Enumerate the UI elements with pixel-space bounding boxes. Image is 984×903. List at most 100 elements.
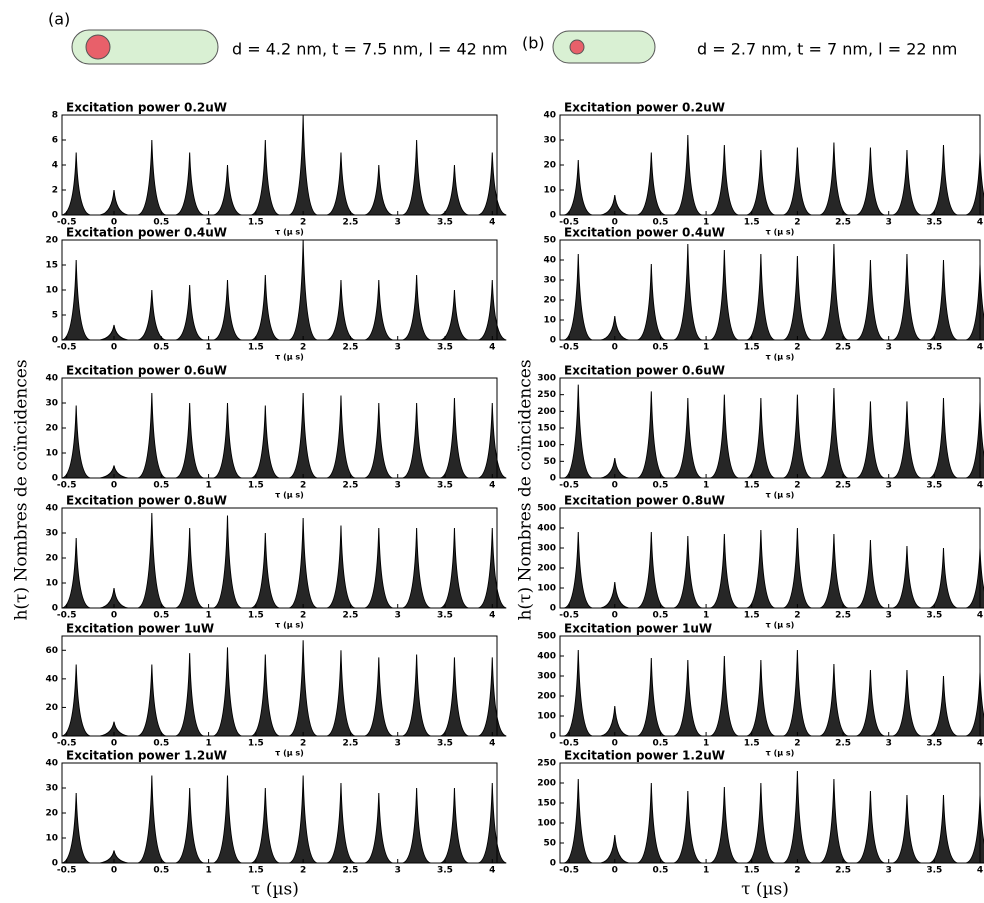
x-tick-label: 2.5 <box>342 343 358 353</box>
peak <box>175 284 204 341</box>
plot-frame <box>61 762 498 864</box>
peak <box>478 279 507 341</box>
plot-frame <box>61 635 498 737</box>
x-tick-label: 0.5 <box>153 866 169 876</box>
x-label: τ (µ s) <box>275 491 304 500</box>
x-tick-label: 3.5 <box>926 866 942 876</box>
x-tick-label: 1.5 <box>248 739 264 749</box>
x-tick-label: 2.5 <box>835 481 851 491</box>
x-tick-label: 1.5 <box>744 481 760 491</box>
peak <box>440 397 469 479</box>
peak <box>600 194 629 216</box>
peak <box>564 531 593 609</box>
x-tick-label: 2 <box>300 866 306 876</box>
x-tick-label: 1.5 <box>248 866 264 876</box>
y-tick-label: 0 <box>550 336 556 346</box>
peak <box>637 263 666 341</box>
peak <box>288 640 318 737</box>
peak <box>61 152 91 216</box>
peak <box>783 527 812 609</box>
peak <box>819 663 849 737</box>
x-tick-label: 1 <box>703 739 709 749</box>
y-tick-label: 100 <box>537 584 556 594</box>
peak <box>856 539 885 609</box>
peak <box>892 669 922 737</box>
x-tick-label: 1 <box>703 866 709 876</box>
params: d = 2.7 nm, t = 7 nm, l = 22 nm <box>697 40 957 59</box>
peak <box>600 315 629 341</box>
x-tick-label: 3.5 <box>437 481 453 491</box>
peak <box>746 782 776 864</box>
y-tick-label: 250 <box>537 759 556 769</box>
peak <box>478 657 507 737</box>
peak <box>478 152 507 216</box>
x-tick-label: 4 <box>489 739 495 749</box>
peak <box>600 581 629 609</box>
y-tick-label: 20 <box>45 809 58 819</box>
y-tick-label: 100 <box>537 440 556 450</box>
peak <box>61 259 91 341</box>
y-tick-label: 40 <box>543 111 556 121</box>
plot-frame <box>559 377 981 479</box>
x-tick-label: 4 <box>489 866 495 876</box>
x-tick-label: -0.5 <box>559 739 579 749</box>
plot-frame <box>61 239 498 341</box>
peak <box>251 405 280 479</box>
peak <box>564 384 593 479</box>
x-tick-label: 4 <box>489 218 495 228</box>
peak <box>137 775 167 864</box>
peak <box>856 669 885 737</box>
x-tick-label: 0.5 <box>652 739 668 749</box>
peak <box>965 547 984 609</box>
x-tick-label: -0.5 <box>559 343 579 353</box>
peak <box>440 164 469 216</box>
peak <box>856 147 885 216</box>
x-tick-label: 2 <box>794 739 800 749</box>
y-tick-label: 10 <box>543 316 556 326</box>
peak <box>61 405 91 479</box>
y-tick-label: 200 <box>537 779 556 789</box>
x-tick-label: 1 <box>205 611 211 621</box>
x-tick-label: 1.5 <box>248 481 264 491</box>
x-tick-label: 0.5 <box>652 343 668 353</box>
y-tick-label: 8 <box>52 111 58 121</box>
x-tick-label: 0 <box>111 739 117 749</box>
y-tick-label: 30 <box>543 136 556 146</box>
x-tick-label: 0.5 <box>153 611 169 621</box>
peak <box>326 152 356 216</box>
plot-frame <box>559 762 981 864</box>
x-axis-label: τ (µs) <box>251 880 299 900</box>
y-tick-label: 40 <box>45 504 58 514</box>
x-tick-label: 1.5 <box>744 611 760 621</box>
peak <box>600 457 629 479</box>
peak <box>929 794 958 864</box>
peak <box>600 834 629 864</box>
x-tick-label: 0 <box>111 611 117 621</box>
x-label: τ (µ s) <box>275 749 304 758</box>
peak <box>326 279 356 341</box>
x-tick-label: 3.5 <box>437 611 453 621</box>
x-tick-label: 4 <box>489 481 495 491</box>
x-tick-label: 2 <box>300 343 306 353</box>
x-axis-label: τ (µs) <box>741 880 789 900</box>
peak <box>478 782 507 864</box>
y-tick-label: 40 <box>45 374 58 384</box>
dot-shape <box>85 34 111 60</box>
y-tick-label: 0 <box>52 604 58 614</box>
peak <box>929 397 958 479</box>
x-tick-label: 1 <box>205 739 211 749</box>
y-tick-label: 500 <box>537 632 556 642</box>
peak <box>61 792 91 864</box>
y-tick-label: 100 <box>537 819 556 829</box>
peak <box>402 402 431 479</box>
peak <box>819 533 849 609</box>
x-tick-label: 4 <box>489 611 495 621</box>
x-tick-label: 1.5 <box>248 343 264 353</box>
peak <box>710 249 739 341</box>
x-tick-label: 0 <box>612 218 618 228</box>
y-tick-label: 200 <box>537 407 556 417</box>
peak <box>213 402 242 479</box>
y-tick-label: 0 <box>52 211 58 221</box>
y-tick-label: 20 <box>45 236 58 246</box>
x-label: τ (µ s) <box>766 228 795 237</box>
